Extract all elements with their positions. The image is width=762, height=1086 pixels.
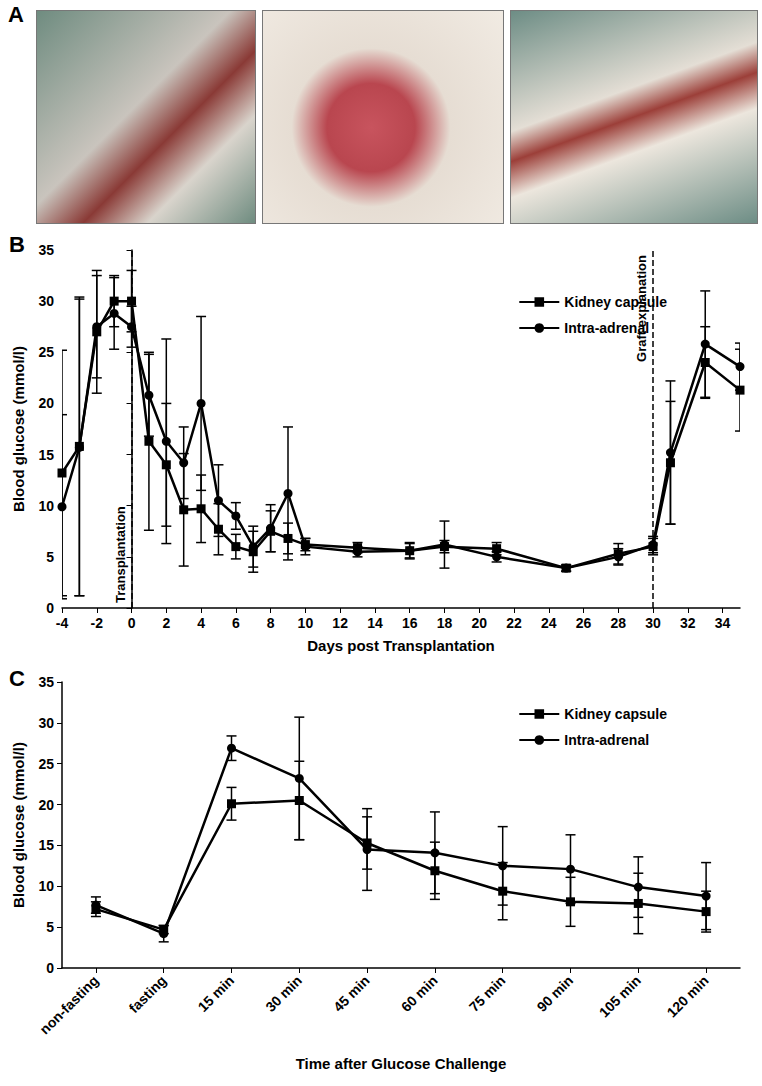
svg-text:Time after Glucose Challenge: Time after Glucose Challenge bbox=[296, 1055, 507, 1072]
svg-text:24: 24 bbox=[541, 615, 557, 631]
svg-text:10: 10 bbox=[38, 498, 54, 514]
svg-text:20: 20 bbox=[38, 797, 54, 813]
html-text:A: A bbox=[8, 2, 24, 27]
svg-text:75 min: 75 min bbox=[466, 972, 509, 1015]
svg-text:120 min: 120 min bbox=[664, 972, 712, 1020]
svg-text:18: 18 bbox=[437, 615, 453, 631]
svg-text:16: 16 bbox=[402, 615, 418, 631]
svg-text:Graft explanation: Graft explanation bbox=[634, 255, 649, 362]
svg-text:15: 15 bbox=[38, 837, 54, 853]
svg-text:C: C bbox=[9, 666, 25, 691]
svg-text:20: 20 bbox=[471, 615, 487, 631]
svg-text:105 min: 105 min bbox=[596, 972, 644, 1020]
svg-text:45 min: 45 min bbox=[330, 972, 373, 1015]
svg-text:0: 0 bbox=[46, 600, 54, 616]
svg-text:22: 22 bbox=[506, 615, 522, 631]
svg-text:60 min: 60 min bbox=[398, 972, 441, 1015]
svg-text:Blood glucose (mmol/l): Blood glucose (mmol/l) bbox=[10, 742, 27, 908]
svg-text:15: 15 bbox=[38, 447, 54, 463]
svg-text:10: 10 bbox=[38, 878, 54, 894]
svg-text:32: 32 bbox=[680, 615, 696, 631]
svg-text:8: 8 bbox=[267, 615, 275, 631]
svg-text:Kidney capsule: Kidney capsule bbox=[564, 294, 667, 310]
svg-text:34: 34 bbox=[715, 615, 731, 631]
svg-text:10: 10 bbox=[298, 615, 314, 631]
svg-text:15 min: 15 min bbox=[195, 972, 238, 1015]
svg-text:26: 26 bbox=[576, 615, 592, 631]
svg-text:5: 5 bbox=[46, 549, 54, 565]
svg-text:14: 14 bbox=[367, 615, 383, 631]
svg-text:30: 30 bbox=[645, 615, 661, 631]
svg-text:non-fasting: non-fasting bbox=[36, 972, 101, 1037]
svg-text:5: 5 bbox=[46, 919, 54, 935]
svg-text:Blood glucose (mmol/l): Blood glucose (mmol/l) bbox=[10, 346, 27, 512]
svg-text:30: 30 bbox=[38, 715, 54, 731]
svg-text:2: 2 bbox=[162, 615, 170, 631]
svg-text:20: 20 bbox=[38, 395, 54, 411]
svg-text:Kidney capsule: Kidney capsule bbox=[564, 706, 667, 722]
svg-text:Days post Transplantation: Days post Transplantation bbox=[307, 637, 495, 654]
svg-text:90 min: 90 min bbox=[534, 972, 577, 1015]
svg-text:6: 6 bbox=[232, 615, 240, 631]
svg-text:35: 35 bbox=[38, 242, 54, 258]
svg-text:30: 30 bbox=[38, 293, 54, 309]
svg-text:12: 12 bbox=[332, 615, 348, 631]
svg-text:0: 0 bbox=[46, 960, 54, 976]
svg-text:Transplantation: Transplantation bbox=[113, 506, 128, 603]
svg-text:-4: -4 bbox=[56, 615, 69, 631]
svg-text:4: 4 bbox=[197, 615, 205, 631]
svg-text:25: 25 bbox=[38, 756, 54, 772]
svg-text:28: 28 bbox=[611, 615, 627, 631]
svg-text:0: 0 bbox=[128, 615, 136, 631]
svg-text:-2: -2 bbox=[91, 615, 104, 631]
svg-text:Intra-adrenal: Intra-adrenal bbox=[564, 320, 650, 336]
svg-text:fasting: fasting bbox=[126, 972, 170, 1016]
svg-text:Intra-adrenal: Intra-adrenal bbox=[564, 732, 649, 748]
svg-text:30 min: 30 min bbox=[262, 972, 305, 1015]
svg-text:35: 35 bbox=[38, 674, 54, 690]
svg-text:B: B bbox=[9, 232, 25, 257]
svg-text:25: 25 bbox=[38, 344, 54, 360]
